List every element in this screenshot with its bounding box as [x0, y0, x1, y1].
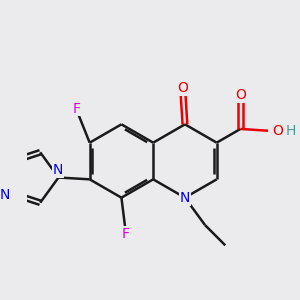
Text: N: N [180, 191, 190, 206]
Text: F: F [122, 226, 130, 241]
Text: F: F [73, 102, 81, 116]
Text: N: N [52, 163, 63, 177]
Text: H: H [286, 124, 296, 138]
Text: O: O [235, 88, 246, 102]
Text: O: O [272, 124, 283, 138]
Text: O: O [178, 81, 188, 95]
Text: N: N [0, 188, 10, 202]
